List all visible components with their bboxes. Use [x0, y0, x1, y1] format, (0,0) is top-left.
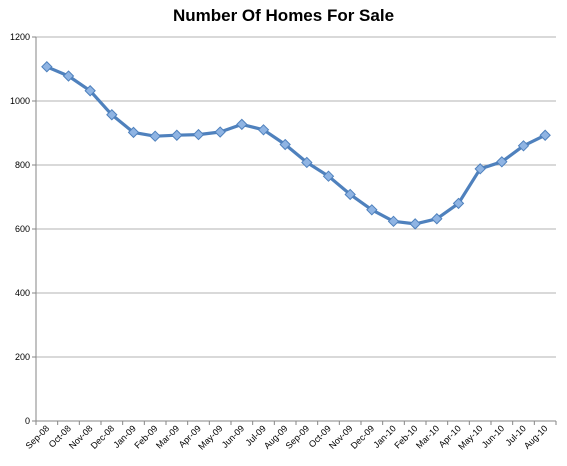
y-tick-label: 600 — [15, 224, 30, 234]
y-tick-label: 1000 — [10, 96, 30, 106]
data-point-marker — [539, 129, 551, 141]
x-tick-label: Jun-09 — [220, 423, 247, 450]
x-tick-label: May-10 — [456, 423, 484, 451]
data-point-marker — [192, 128, 205, 141]
data-point-marker — [301, 156, 313, 169]
data-point-marker — [84, 85, 96, 97]
data-point-marker — [214, 126, 226, 138]
x-tick-label: May-09 — [196, 423, 224, 451]
data-point-marker — [474, 163, 486, 175]
data-point-marker — [279, 138, 291, 151]
data-point-marker — [344, 188, 356, 201]
y-tick-label: 400 — [15, 288, 30, 298]
series-line-path — [45, 65, 547, 226]
data-point-marker — [257, 124, 270, 136]
y-tick-label: 1200 — [10, 32, 30, 42]
x-tick-label: Dec-08 — [89, 423, 117, 451]
gridlines — [36, 36, 556, 358]
y-tick-label: 200 — [15, 352, 30, 362]
axes — [32, 36, 557, 425]
x-tick-label: Dec-09 — [349, 423, 377, 451]
data-point-marker — [41, 61, 53, 73]
data-point-marker — [387, 215, 400, 228]
x-tick-label: Feb-10 — [392, 423, 419, 450]
data-point-marker — [106, 109, 118, 121]
data-point-marker — [366, 204, 378, 216]
x-tick-label: Feb-09 — [132, 423, 159, 450]
data-point-marker — [452, 197, 465, 210]
data-point-marker — [171, 129, 183, 141]
data-point-marker — [409, 218, 421, 230]
x-tick-label: Mar-10 — [414, 423, 441, 450]
x-tick-label: Sep-09 — [284, 423, 312, 451]
x-tick-label: Jun-10 — [480, 423, 507, 450]
series-line — [45, 65, 547, 226]
data-point-marker — [431, 213, 443, 225]
chart-title: Number Of Homes For Sale — [172, 6, 395, 25]
data-points — [41, 61, 551, 230]
y-axis-tick-labels: 0 200 400 600 800 1000 1200 — [10, 32, 30, 426]
data-point-marker — [517, 140, 530, 152]
data-point-marker — [496, 156, 508, 168]
data-point-marker — [236, 118, 248, 131]
x-tick-label: Sep-08 — [24, 423, 52, 451]
data-point-marker — [127, 126, 140, 139]
data-point-marker — [149, 130, 161, 142]
x-axis-tick-labels: Sep-08Oct-08Nov-08Dec-08Jan-09Feb-09Mar-… — [24, 423, 550, 451]
data-point-marker — [322, 170, 335, 182]
data-point-marker — [62, 70, 75, 82]
x-tick-label: Aug-10 — [522, 423, 550, 451]
y-tick-label: 800 — [15, 160, 30, 170]
y-tick-label: 0 — [25, 416, 30, 426]
x-tick-label: Mar-09 — [154, 423, 181, 450]
